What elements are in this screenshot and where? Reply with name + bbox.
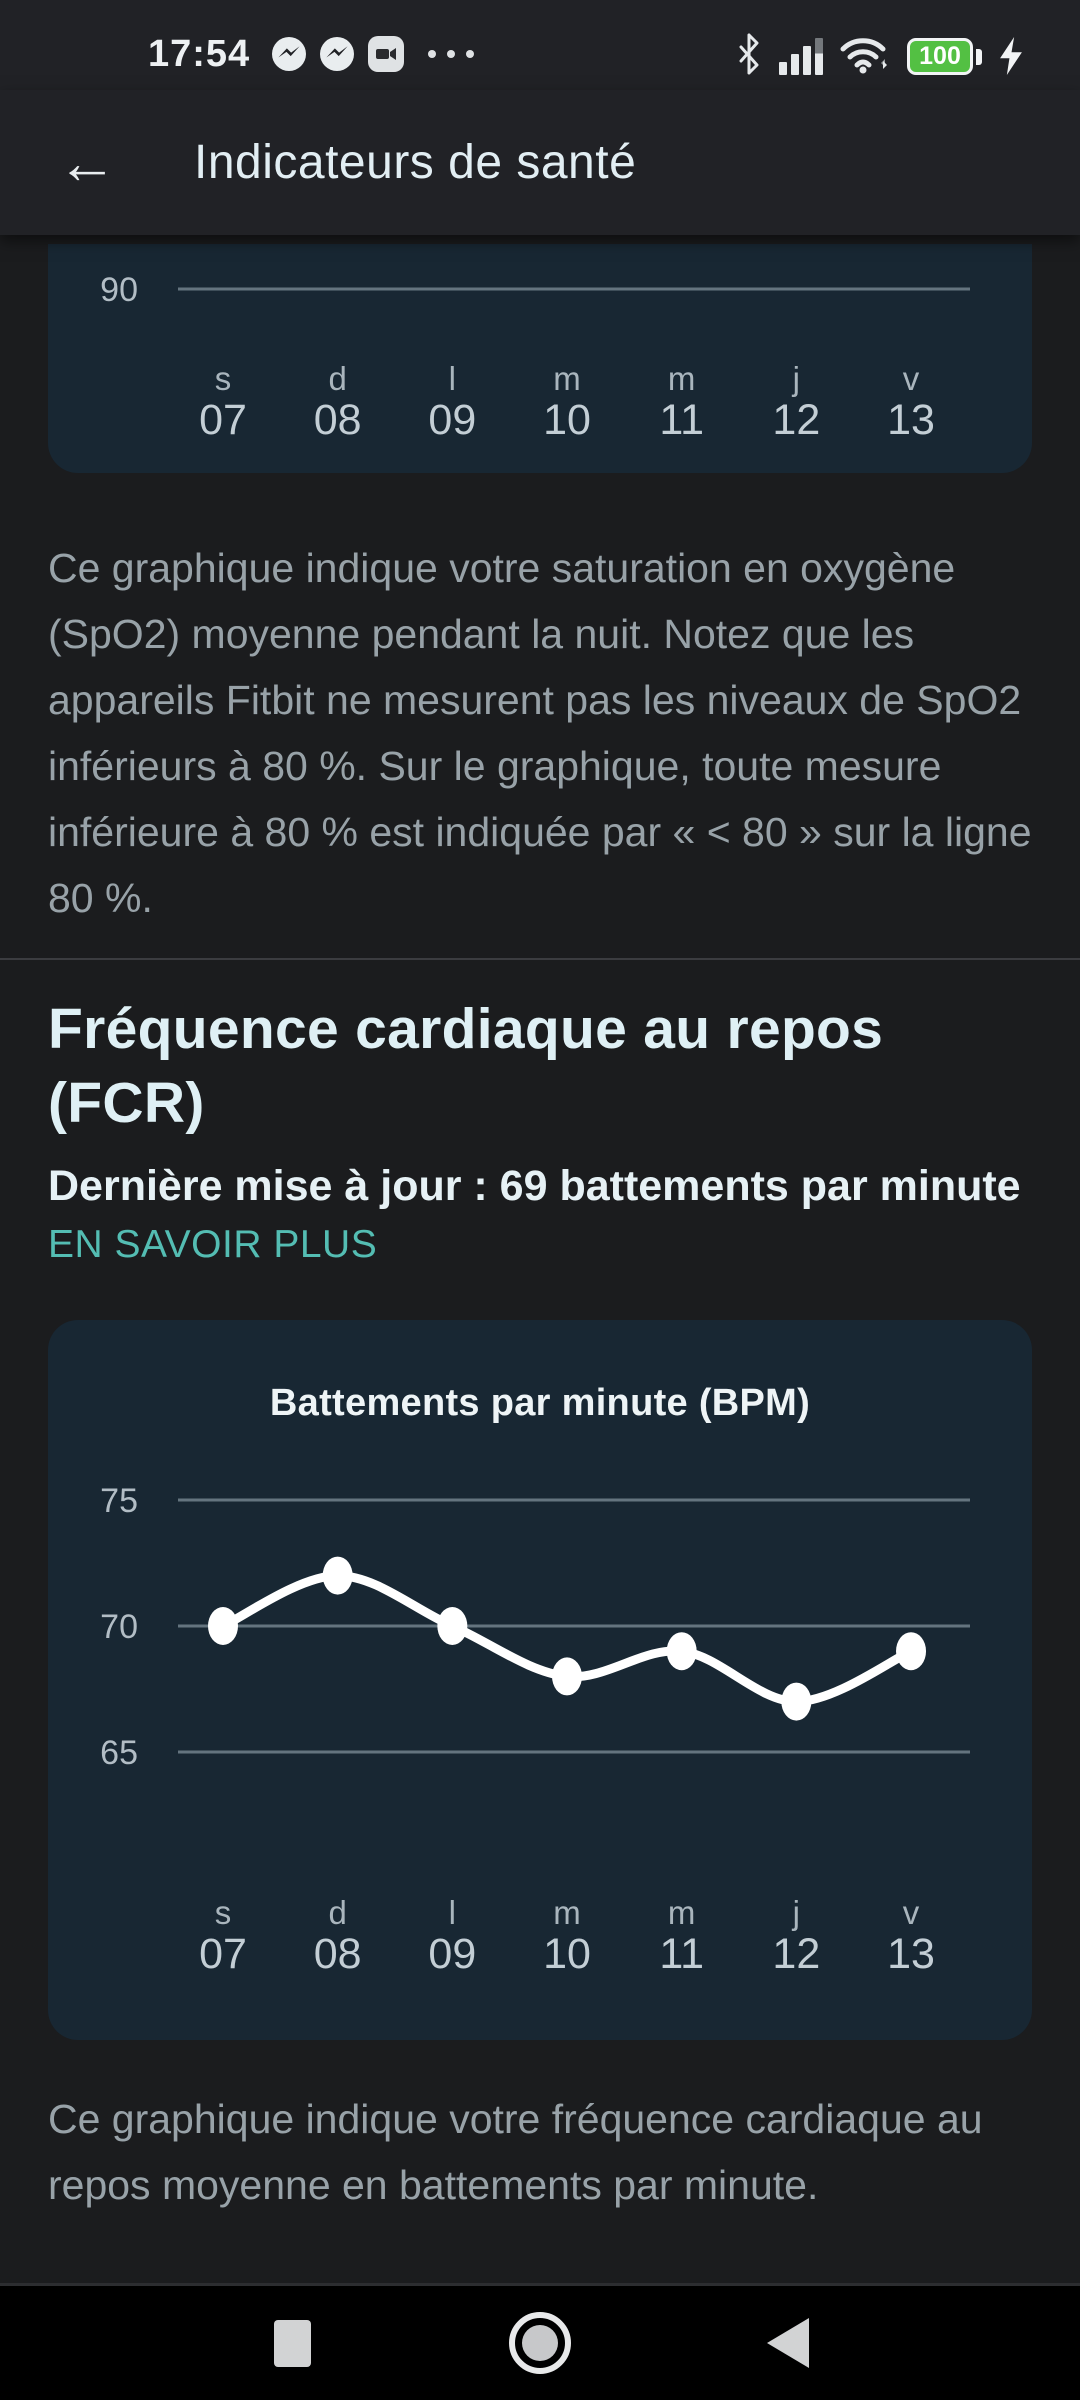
x-day-label: l [449,360,456,397]
back-button[interactable]: ← [52,132,122,193]
spo2-chart-card[interactable]: 90 s d l m m j v 07 08 09 10 11 12 13 [48,244,1032,473]
wifi-icon [840,38,887,74]
x-date-label: 13 [887,396,935,444]
x-date-label: 12 [772,396,820,444]
x-day-label: m [668,1894,696,1931]
fcr-last-update: Dernière mise à jour : 69 battements par… [48,1162,1021,1210]
data-point[interactable] [552,1657,583,1696]
section-divider [0,958,1080,960]
app-header: ← Indicateurs de santé [0,90,1080,235]
battery-icon: 100 [907,38,982,75]
more-notifications-icon [428,50,475,58]
android-nav-bar [0,2283,1080,2400]
y-tick-label: 70 [100,1608,138,1646]
x-day-label: d [328,1894,346,1931]
data-point[interactable] [896,1632,927,1671]
status-bar: 17:54 [0,0,1080,90]
status-bar-right: 100 [735,33,1024,75]
x-date-label: 10 [543,1930,591,1978]
messenger-notification-icon [272,37,307,71]
recents-square-icon [273,2319,311,2367]
scroll-content[interactable]: 90 s d l m m j v 07 08 09 10 11 12 13 Ce graphique ind… [0,235,1080,2283]
x-day-label: l [449,1894,456,1931]
status-bar-left: 17:54 [148,32,475,76]
home-button[interactable] [505,2308,575,2378]
spo2-chart[interactable]: 90 s d l m m j v 07 08 09 10 11 12 13 [48,244,1032,473]
x-date-label: 07 [199,1930,247,1978]
x-date-label: 10 [543,396,591,444]
x-date-label: 08 [314,1930,362,1978]
x-date-label: 13 [887,1930,935,1978]
learn-more-link[interactable]: EN SAVOIR PLUS [48,1223,378,1266]
x-day-label: s [215,360,232,397]
x-day-label: j [792,1894,800,1931]
screen-record-notification-icon [368,36,405,72]
y-tick-label: 90 [100,271,138,309]
clock: 17:54 [148,32,251,75]
bpm-chart-card[interactable]: Battements par minute (BPM) 75 70 65 s d l m m j… [48,1320,1032,2040]
battery-level: 100 [919,42,961,70]
x-date-label: 09 [428,1930,476,1978]
fcr-section-title: Fréquence cardiaque au repos (FCR) [48,997,884,1135]
spo2-description: Ce graphique indique votre saturation en… [48,545,1032,921]
x-date-label: 11 [659,396,704,444]
messenger-notification-icon-2 [320,37,355,71]
bluetooth-icon [739,33,759,75]
x-day-label: j [792,360,800,397]
x-date-label: 08 [314,396,362,444]
x-day-label: d [328,360,346,397]
data-point[interactable] [781,1682,812,1721]
x-day-label: v [903,1894,920,1931]
home-circle-icon [509,2312,571,2374]
x-day-label: m [553,1894,581,1931]
data-point[interactable] [437,1607,468,1645]
bpm-chart-title: Battements par minute (BPM) [269,1382,811,1424]
x-day-label: s [215,1894,232,1931]
x-day-label: v [903,360,920,397]
x-date-label: 07 [199,396,247,444]
bpm-chart[interactable]: 75 70 65 s d l m m j v 07 08 09 10 11 12 13 [48,1320,1032,2040]
x-day-label: m [668,360,696,397]
data-point[interactable] [208,1607,238,1645]
x-date-label: 12 [772,1930,820,1978]
data-point[interactable] [322,1556,353,1595]
y-tick-label: 65 [100,1734,138,1772]
page-title: Indicateurs de santé [194,136,637,189]
back-triangle-icon [767,2318,809,2368]
fcr-description: Ce graphique indique votre fréquence car… [48,2096,983,2208]
recents-button[interactable] [257,2308,327,2378]
data-point[interactable] [666,1632,697,1671]
cell-signal-icon [779,37,823,75]
x-day-label: m [553,360,581,397]
charging-bolt-icon [1000,37,1022,75]
back-nav-button[interactable] [753,2308,823,2378]
x-date-label: 11 [659,1930,704,1978]
x-date-label: 09 [428,396,476,444]
y-tick-label: 75 [100,1482,138,1520]
